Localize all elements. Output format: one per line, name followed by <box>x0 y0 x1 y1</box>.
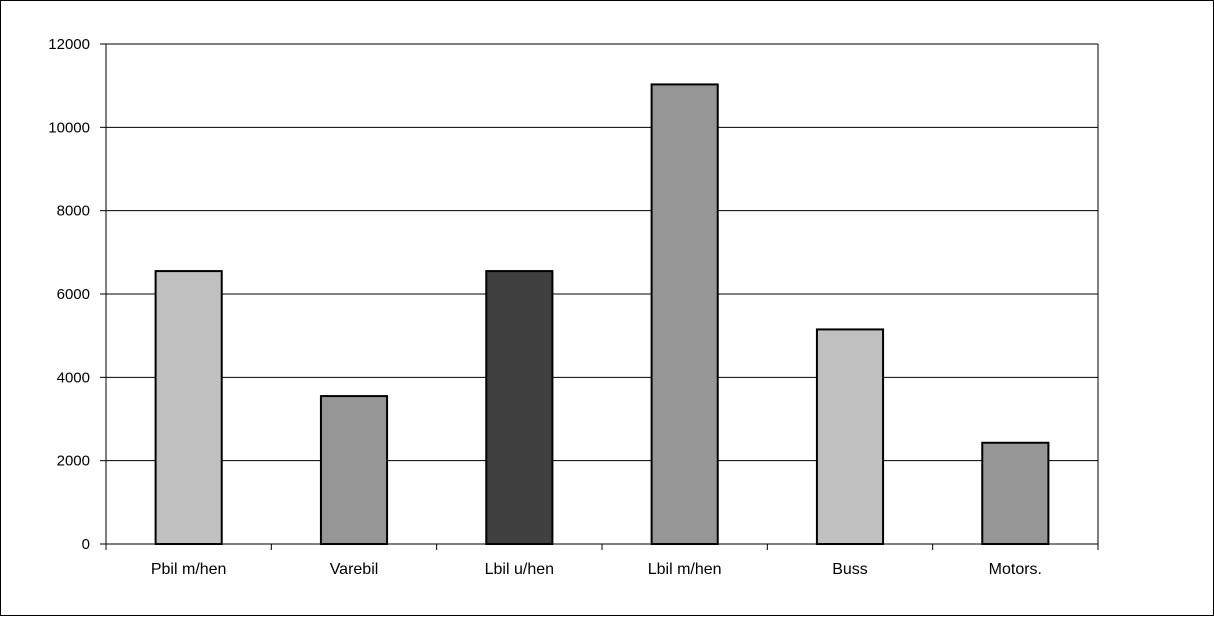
y-tick-label: 2000 <box>57 453 90 470</box>
y-tick-label: 12000 <box>48 36 90 53</box>
bar-varebil <box>319 395 389 546</box>
bar-pbil-m-hen <box>154 270 223 545</box>
y-tick-label: 10000 <box>48 119 90 136</box>
x-tick-label: Varebil <box>330 561 379 578</box>
axes <box>100 43 1099 550</box>
bar-lbil-m-hen <box>650 83 719 546</box>
x-tick-labels: Pbil m/hen Varebil Lbil u/hen Lbil m/hen Bus… <box>151 561 1042 578</box>
x-tick-label: Motors. <box>989 561 1042 578</box>
y-tick-label: 4000 <box>57 369 90 386</box>
bar-lbil-u-hen <box>485 270 554 545</box>
x-tick-label: Buss <box>832 561 868 578</box>
x-tick-label: Lbil u/hen <box>485 561 554 578</box>
x-tick-label: Lbil m/hen <box>648 561 722 578</box>
y-tick-labels: 0 2000 4000 6000 8000 10000 12000 <box>48 36 90 553</box>
gridlines <box>106 43 1098 462</box>
bar-buss <box>815 328 885 545</box>
bar-motors <box>981 441 1050 545</box>
y-tick-label: 6000 <box>57 286 90 303</box>
y-tick-label: 8000 <box>57 203 90 220</box>
bars <box>154 83 1050 546</box>
y-tick-label: 0 <box>82 536 90 553</box>
x-tick-label: Pbil m/hen <box>151 561 227 578</box>
